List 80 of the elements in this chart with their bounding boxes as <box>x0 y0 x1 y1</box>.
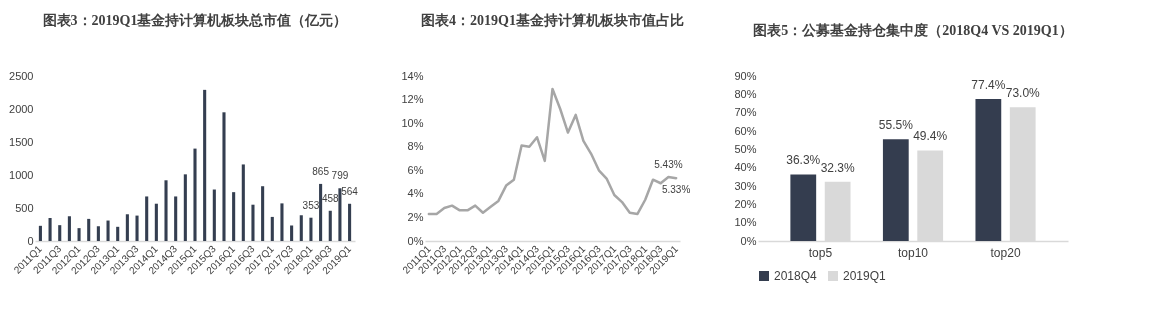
bar <box>270 216 274 241</box>
bar <box>251 204 255 241</box>
data-label: 55.5% <box>878 118 914 133</box>
bar <box>338 188 342 241</box>
bar <box>299 215 303 241</box>
data-label: 5.33% <box>661 184 691 196</box>
legend-label: 2018Q4 <box>774 269 818 283</box>
data-label: 353 <box>302 199 320 211</box>
bar <box>77 228 81 241</box>
data-label: 49.4% <box>913 129 948 144</box>
y-tick-label: 12% <box>401 93 424 106</box>
bar <box>38 225 42 241</box>
y-tick-label: 2% <box>407 210 424 223</box>
y-tick-label: 1500 <box>9 135 34 148</box>
y-tick-label: 20% <box>734 197 757 210</box>
bar <box>48 217 52 241</box>
data-label: 458 <box>321 192 340 204</box>
bar <box>164 180 168 241</box>
y-tick-label: 0% <box>407 234 424 247</box>
data-label: 36.3% <box>786 153 821 168</box>
y-tick-label: 2500 <box>9 69 34 82</box>
y-tick-label: 1000 <box>9 168 34 181</box>
data-label: 32.3% <box>820 160 855 175</box>
bar <box>145 196 149 241</box>
x-tick-label: top10 <box>897 245 929 260</box>
bar <box>348 203 352 241</box>
bar <box>212 189 216 241</box>
y-tick-label: 10% <box>401 116 424 129</box>
y-tick-label: 14% <box>401 69 424 82</box>
y-tick-label: 6% <box>407 163 424 176</box>
data-label: 77.4% <box>971 78 1006 93</box>
y-tick-label: 40% <box>734 161 757 174</box>
chart-title: 图表3：2019Q1基金持计算机板块总市值（亿元） <box>42 12 348 28</box>
y-tick-label: 30% <box>734 179 757 192</box>
y-tick-label: 90% <box>734 69 757 82</box>
bar <box>96 226 100 241</box>
data-label: 865 <box>312 165 330 177</box>
data-label: 73.0% <box>1005 86 1041 101</box>
y-tick-label: 4% <box>407 187 424 200</box>
y-tick-label: 80% <box>734 87 757 100</box>
bar <box>67 216 71 241</box>
x-tick-label: top20 <box>990 245 1021 260</box>
y-tick-label: 8% <box>407 140 424 153</box>
bar <box>280 203 284 241</box>
bar <box>135 215 139 241</box>
y-tick-label: 500 <box>15 201 34 214</box>
data-label: 5.43% <box>654 159 683 170</box>
bar <box>290 225 294 241</box>
data-label: 564 <box>341 185 359 197</box>
y-tick-label: 0 <box>27 234 34 247</box>
y-tick-label: 50% <box>734 142 757 155</box>
y-tick-label: 2000 <box>9 102 34 115</box>
bar <box>882 139 909 241</box>
bar <box>116 226 120 241</box>
y-tick-label: 70% <box>734 106 757 119</box>
bar <box>328 210 332 241</box>
bar <box>222 112 226 241</box>
bar <box>87 218 91 241</box>
bar <box>125 214 129 241</box>
bar <box>232 192 236 241</box>
bar <box>319 183 323 241</box>
bar <box>154 203 158 241</box>
bar <box>106 220 110 241</box>
chart-title: 图表4：2019Q1基金持计算机板块市值占比 <box>421 12 684 28</box>
y-tick-label: 0% <box>740 234 757 247</box>
y-tick-label: 10% <box>734 216 757 229</box>
bar <box>58 225 62 241</box>
bar <box>790 174 817 241</box>
bar <box>975 99 1002 241</box>
bar <box>309 217 313 241</box>
bar <box>193 148 197 241</box>
bar <box>174 196 178 241</box>
chart-title: 图表5：公募基金持仓集中度（2018Q4 VS 2019Q1） <box>753 22 1073 38</box>
data-label: 799 <box>331 170 349 182</box>
bar <box>261 186 265 241</box>
bar <box>183 174 187 241</box>
y-tick-label: 60% <box>734 124 757 137</box>
bar <box>203 89 207 241</box>
bar <box>241 164 245 241</box>
x-tick-label: top5 <box>808 245 833 260</box>
